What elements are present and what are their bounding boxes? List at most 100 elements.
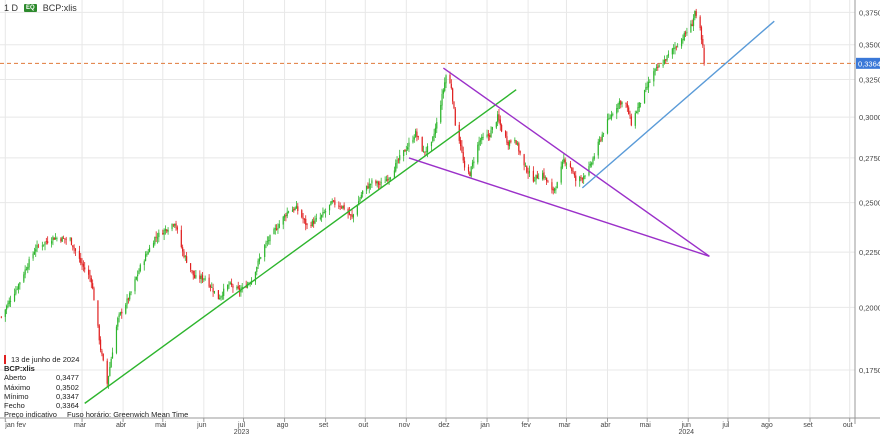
candle-body <box>27 267 29 270</box>
candle-body <box>323 212 325 213</box>
candle-body <box>148 247 151 252</box>
y-tick-label: 0,2250 <box>859 248 880 257</box>
candle-body <box>542 173 544 180</box>
candle-body <box>146 253 148 255</box>
candle-body <box>9 300 12 302</box>
last-price-badge <box>856 57 880 69</box>
candle-body <box>408 142 410 147</box>
candle-body <box>278 223 280 228</box>
candle-body <box>616 108 618 114</box>
candle-body <box>495 122 497 128</box>
candle-body <box>287 211 290 213</box>
candle-body <box>343 204 345 210</box>
candle-body <box>380 182 382 184</box>
candle-body <box>481 136 483 141</box>
candle-body <box>221 295 223 297</box>
candle-body <box>167 229 169 232</box>
panel-high-row: Máximo 0,3502 <box>4 383 188 392</box>
x-tick-label: jan fev <box>4 422 26 429</box>
candle-body <box>260 257 262 259</box>
candle-body <box>552 188 554 191</box>
y-tick-label: 0,3250 <box>859 76 880 85</box>
candle-body <box>88 269 90 275</box>
candle-body <box>450 83 452 89</box>
candle-body <box>412 139 414 143</box>
candle-body <box>342 205 344 209</box>
low-value: 0,3347 <box>56 391 79 401</box>
candle-body <box>283 215 286 218</box>
candle-body <box>56 238 58 240</box>
candle-body <box>572 170 574 173</box>
candle-body <box>347 208 349 214</box>
candle-body <box>535 174 537 180</box>
candle-body <box>647 82 650 88</box>
candle-body <box>571 167 573 171</box>
x-tick-label: jul <box>237 422 245 429</box>
candle-body <box>653 71 655 82</box>
candle-body <box>223 288 225 296</box>
candle-body <box>700 27 703 40</box>
candle-body <box>580 176 582 178</box>
candle-body <box>699 16 701 29</box>
candle-body <box>356 206 358 215</box>
candle-body <box>199 275 201 279</box>
candle-body <box>92 283 94 289</box>
candle-body <box>254 271 257 282</box>
candle-body <box>569 163 572 167</box>
candle-body <box>368 183 370 189</box>
candle-body <box>115 326 118 353</box>
candle-body <box>315 218 317 220</box>
candle-body <box>544 177 546 179</box>
candle-body <box>454 108 456 126</box>
candle-body <box>675 46 677 48</box>
candle-body <box>397 159 399 161</box>
candle-body <box>15 289 17 294</box>
interval-label[interactable]: 1 D <box>4 3 19 13</box>
candle-body <box>433 133 435 138</box>
candle-body <box>421 137 423 152</box>
candle-body <box>477 144 479 163</box>
candle-body <box>536 175 538 179</box>
candle-body <box>62 237 65 239</box>
candle-body <box>231 283 233 286</box>
candle-body <box>109 366 111 376</box>
candle-body <box>286 211 288 217</box>
candle-body <box>51 241 53 244</box>
candle-body <box>628 107 630 115</box>
candle-body <box>338 205 340 207</box>
trendlines <box>84 20 775 404</box>
x-tick-label: mai <box>640 422 652 429</box>
symbol-label[interactable]: BCP:xlis <box>42 3 77 13</box>
candle-body <box>445 75 447 84</box>
trend-blue-trendline <box>581 20 775 189</box>
candle-body <box>156 237 159 239</box>
panel-footer: Preço indicativo Fuso horário: Greenwich… <box>4 410 188 419</box>
y-tick-label: 0,3000 <box>859 113 880 122</box>
candle-body <box>121 311 123 314</box>
candle-body <box>313 220 315 224</box>
x-tick-label: abr <box>600 422 611 429</box>
candle-body <box>229 282 231 284</box>
candle-body <box>629 115 631 117</box>
candle-body <box>546 177 548 182</box>
candlestick-series <box>0 8 705 389</box>
candle-body <box>681 39 683 47</box>
candle-body <box>89 274 91 278</box>
candle-body <box>608 118 610 120</box>
candle-body <box>162 233 164 235</box>
candle-body <box>139 264 141 272</box>
candle-body <box>241 286 243 290</box>
candle-body <box>584 175 586 177</box>
candle-body <box>591 163 593 165</box>
candle-body <box>371 180 373 184</box>
candle-body <box>702 39 704 46</box>
candle-body <box>583 176 585 180</box>
candle-body <box>510 140 512 142</box>
candle-body <box>25 269 28 271</box>
candle-body <box>673 48 675 50</box>
candle-body <box>217 290 219 300</box>
candle-body <box>70 237 73 245</box>
